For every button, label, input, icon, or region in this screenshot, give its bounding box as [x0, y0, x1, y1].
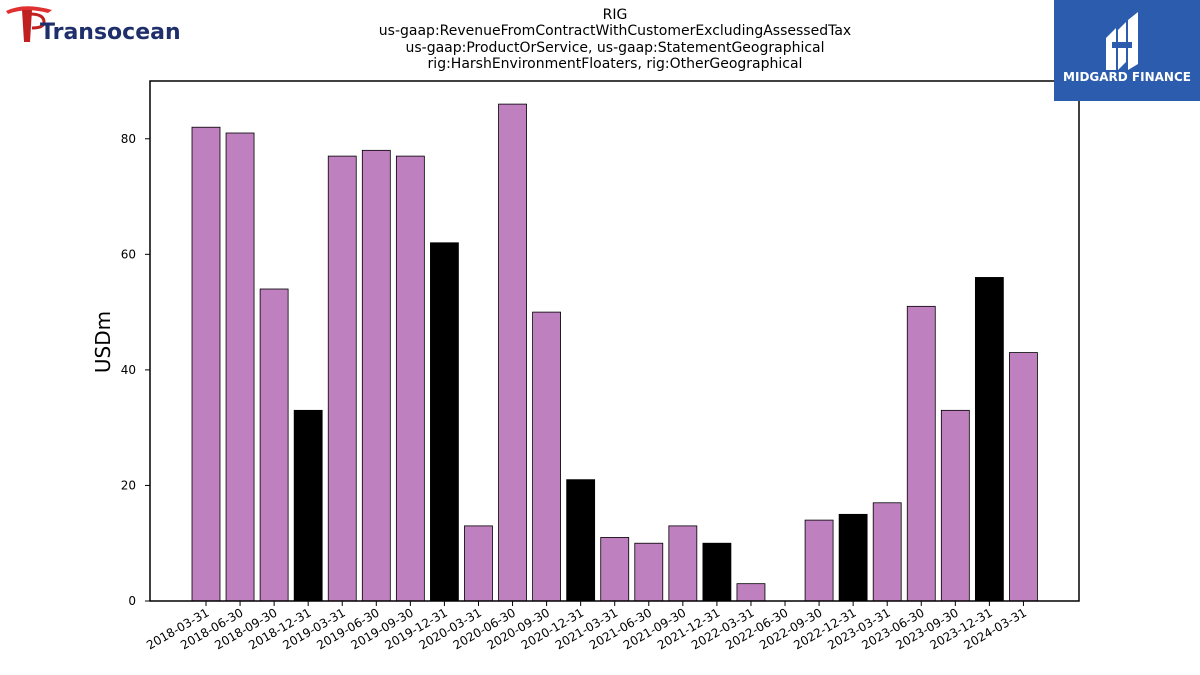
midgard-finance-logo: MIDGARD FINANCE — [1054, 0, 1200, 101]
bar-2020-06-30 — [498, 103, 527, 602]
bar-2019-09-30 — [395, 155, 425, 602]
transocean-logo-mark — [6, 6, 52, 42]
y-axis-ticks: 0 20 40 60 80 — [121, 132, 150, 608]
transocean-wordmark: Transocean — [40, 20, 181, 45]
bar-2023-09-30 — [940, 409, 970, 602]
bar-2023-06-30 — [906, 305, 936, 602]
y-tick-label: 80 — [121, 132, 136, 146]
bars-group — [191, 103, 1038, 602]
y-tick-label: 20 — [121, 478, 136, 492]
bar-2023-03-31 — [872, 502, 902, 602]
x-axis-ticks: 2018-03-312018-06-302018-09-302018-12-31… — [144, 601, 1029, 652]
bar-2021-09-30 — [668, 525, 698, 602]
y-tick-label: 40 — [121, 363, 136, 377]
bar-2022-03-31 — [736, 583, 766, 602]
bar-2022-12-31 — [838, 513, 868, 602]
bar-2022-09-30 — [804, 519, 834, 602]
y-axis-label: USDm — [91, 311, 115, 373]
plot-frame — [149, 80, 1080, 602]
bar-2018-09-30 — [259, 288, 289, 602]
bar-2023-12-31 — [974, 277, 1004, 602]
bar-2021-12-31 — [702, 542, 732, 602]
transocean-logo: Transocean — [6, 6, 181, 45]
bar-2020-03-31 — [464, 525, 493, 602]
chart-title-line-4: rig:HarshEnvironmentFloaters, rig:OtherG… — [427, 56, 803, 73]
y-tick-label: 0 — [128, 594, 136, 608]
bar-2019-12-31 — [430, 242, 459, 602]
chart-title-line-1: RIG — [602, 7, 628, 23]
bar-2021-03-31 — [600, 537, 630, 602]
bar-2019-03-31 — [327, 155, 357, 602]
bar-2020-09-30 — [532, 311, 561, 602]
bar-2021-06-30 — [634, 542, 664, 602]
bar-2019-06-30 — [361, 149, 391, 602]
bar-2018-06-30 — [225, 132, 255, 602]
bar-2018-12-31 — [293, 409, 323, 602]
chart-title-line-2: us-gaap:RevenueFromContractWithCustomerE… — [378, 23, 852, 40]
bar-2020-12-31 — [566, 479, 596, 602]
y-tick-label: 60 — [121, 247, 136, 261]
bar-2018-03-31 — [191, 126, 221, 602]
bar-2024-03-31 — [1009, 352, 1038, 602]
midgard-wordmark: MIDGARD FINANCE — [1063, 70, 1191, 84]
chart-title: RIG us-gaap:RevenueFromContractWithCusto… — [300, 7, 930, 73]
midgard-logo-mark — [1106, 12, 1138, 70]
chart-title-line-3: us-gaap:ProductOrService, us-gaap:Statem… — [405, 39, 825, 56]
